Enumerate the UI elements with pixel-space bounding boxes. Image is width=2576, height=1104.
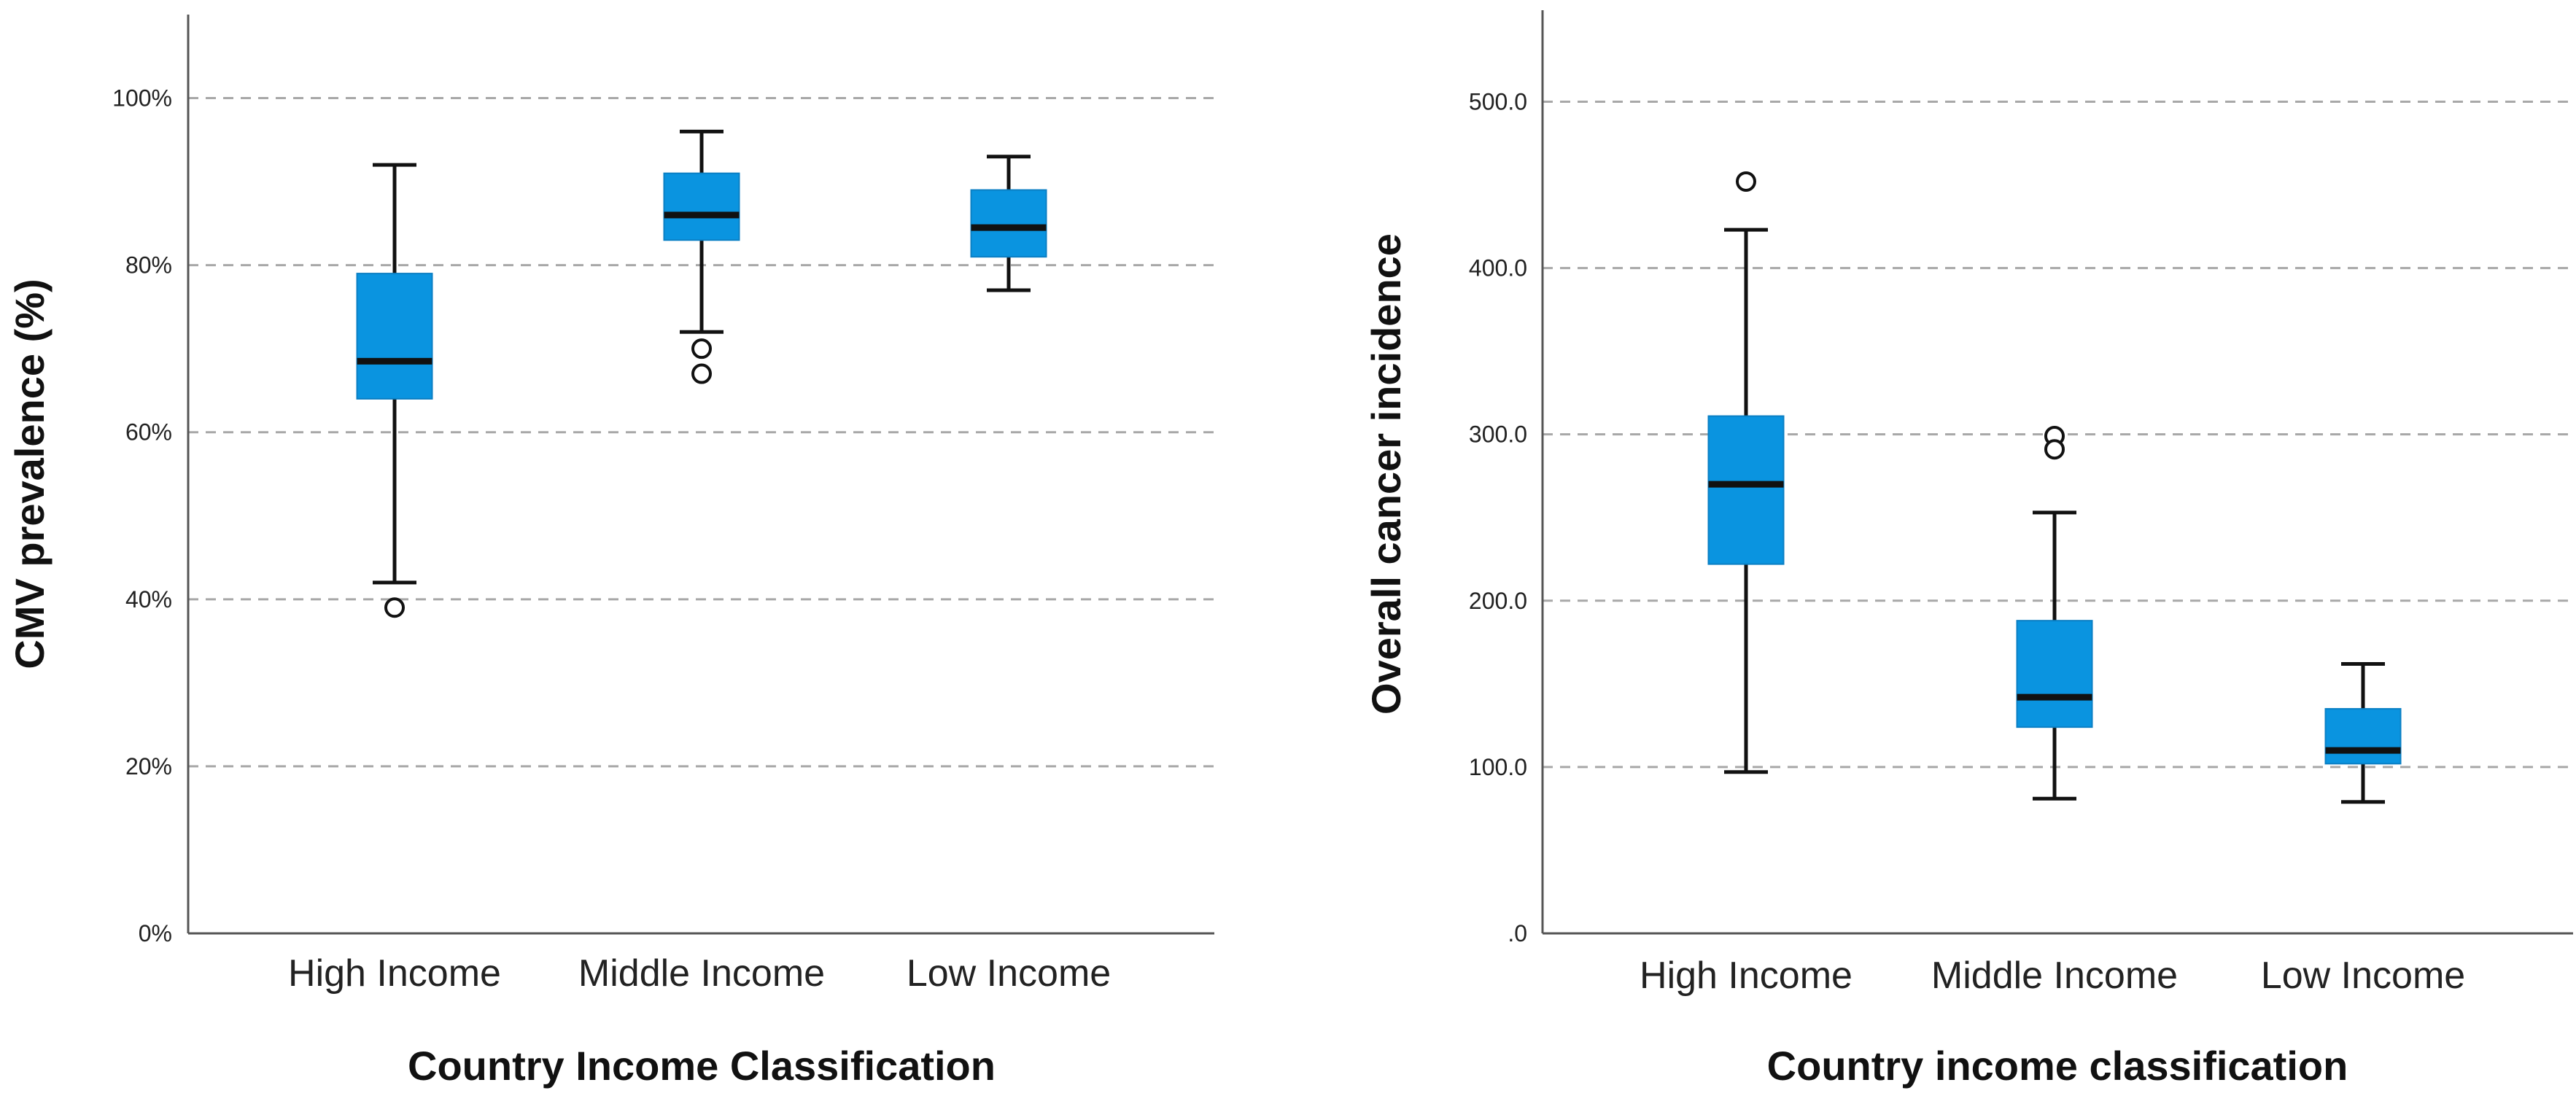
y-tick-label: .0 (1508, 920, 1527, 946)
x-axis-title: Country income classification (1767, 1043, 2348, 1089)
y-tick-label: 200.0 (1469, 588, 1527, 614)
outlier-point (691, 338, 712, 359)
category-label: Low Income (907, 952, 1111, 995)
iqr-box (2324, 708, 2402, 765)
y-tick-label: 500.0 (1469, 88, 1527, 114)
y-tick-label: 100% (112, 85, 172, 112)
iqr-box (356, 273, 433, 400)
iqr-box (970, 189, 1047, 258)
y-tick-label: 80% (125, 252, 172, 279)
y-tick-label: 400.0 (1469, 255, 1527, 281)
x-axis-title: Country Income Classification (408, 1043, 996, 1089)
y-tick-label: 0% (139, 920, 172, 946)
y-tick-label: 300.0 (1469, 421, 1527, 448)
outlier-point (1736, 171, 1756, 192)
iqr-box (1707, 415, 1785, 565)
y-tick-label: 40% (125, 586, 172, 613)
category-label: Low Income (2261, 955, 2465, 997)
category-label: High Income (288, 952, 501, 995)
y-tick-label: 60% (125, 419, 172, 446)
category-label: Middle Income (1931, 955, 2178, 997)
cancer-incidence-chart: .0 100.0 200.0 300.0 400.0 500.0 High Income Mi… (1363, 10, 2573, 1089)
cmv-prevalence-chart: 0% 20% 40% 60% 80% 100% High Income Middle Inco… (7, 15, 1214, 1089)
y-axis-title: CMV prevalence (%) (7, 279, 53, 669)
iqr-box (663, 172, 740, 241)
y-tick-label: 20% (125, 753, 172, 780)
category-label: Middle Income (578, 952, 825, 995)
y-axis-title: Overall cancer incidence (1363, 233, 1409, 715)
outlier-point (384, 597, 405, 618)
category-label: High Income (1640, 955, 1853, 997)
outlier-point (2044, 439, 2065, 460)
outlier-point (691, 363, 712, 384)
iqr-box (2016, 620, 2093, 728)
y-tick-label: 100.0 (1469, 754, 1527, 780)
